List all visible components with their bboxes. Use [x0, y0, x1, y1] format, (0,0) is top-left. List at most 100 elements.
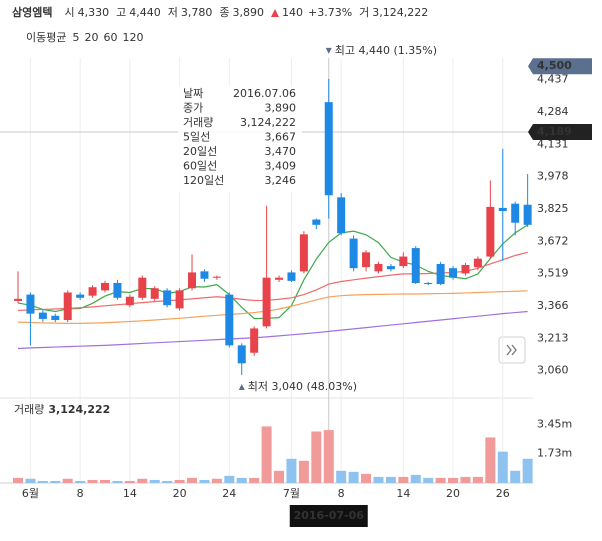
field-label: 거 [359, 6, 369, 19]
volume-bar [510, 470, 521, 483]
candle-body [163, 290, 172, 306]
legend-entry: 60 [103, 31, 117, 44]
crosshair-price-label: 4,189 [537, 125, 572, 138]
candle-body [362, 252, 371, 268]
volume-bar [497, 451, 508, 483]
volume-bar [87, 479, 98, 483]
candle-body [386, 266, 395, 270]
legend-entry: 5 [72, 31, 79, 44]
volume-bar [448, 477, 459, 483]
tooltip-label: 20일선 [183, 144, 217, 158]
min-marker [238, 383, 245, 390]
volume-bar [249, 477, 260, 483]
volume-bar [224, 475, 235, 483]
candle-body [188, 272, 197, 289]
candle-body [76, 294, 85, 298]
x-tick-label: 20 [446, 487, 460, 500]
candle-body [523, 204, 532, 225]
candle-body [424, 282, 433, 285]
field-value: 4,330 [78, 6, 110, 19]
volume-bar [211, 478, 222, 483]
candle-body [436, 263, 445, 285]
candle-body [175, 290, 184, 309]
candle-body [262, 277, 271, 327]
candle-body [51, 315, 60, 320]
candle-body [38, 312, 47, 319]
x-tick-label: 26 [496, 487, 510, 500]
chevron [506, 344, 512, 356]
x-tick-label: 6월 [22, 487, 39, 500]
expand-button[interactable] [498, 336, 526, 364]
tooltip-value: 2016.07.06 [233, 87, 296, 100]
legend-entry: 20 [84, 31, 98, 44]
tooltip-label: 120일선 [183, 173, 224, 187]
volume-bar [162, 480, 173, 483]
volume-bar [460, 476, 471, 483]
candle-body [324, 102, 333, 196]
price-marker-label: 4,500 [537, 59, 572, 72]
candle-body [88, 287, 97, 296]
y-tick-label: 4,284 [537, 105, 569, 118]
volume-bar [348, 471, 359, 483]
chevron [511, 344, 517, 356]
candle-body [449, 268, 458, 278]
volume-bar [25, 478, 36, 483]
x-tick-label: 8 [77, 487, 84, 500]
y-tick-label: 3,060 [537, 364, 569, 377]
y-tick-label: 3,672 [537, 234, 569, 247]
candle-body [125, 296, 134, 306]
candle-body [486, 206, 495, 257]
candle-body [312, 219, 321, 225]
field-label: 고 [116, 6, 126, 19]
ma-legend-title: 이동평균 [26, 31, 66, 44]
candle-body [349, 238, 358, 269]
button-frame[interactable] [498, 336, 526, 364]
tooltip-label: 5일선 [183, 130, 210, 144]
volume-bar [137, 478, 148, 483]
tooltip-label: 날짜 [183, 87, 203, 100]
volume-bar [398, 476, 409, 483]
tooltip-value: 3,667 [265, 131, 297, 144]
tooltip-label: 60일선 [183, 159, 217, 173]
x-tick-label: 14 [123, 487, 137, 500]
tooltip-label: 종가 [183, 102, 203, 115]
volume-bar [13, 477, 23, 483]
field-label: 종 [219, 6, 229, 19]
field-value: 3,780 [181, 6, 213, 19]
volume-bar [311, 431, 322, 483]
stock-name: 삼영엠텍 [12, 5, 52, 19]
candle-body [374, 263, 383, 272]
candle-body [200, 271, 209, 279]
candle-body [498, 207, 507, 212]
volume-bar [435, 477, 446, 483]
x-tick-label: 20 [173, 487, 187, 500]
ma-line [17, 310, 528, 350]
volume-bar [423, 477, 434, 483]
volume-bar [373, 476, 384, 483]
candle-body [150, 288, 159, 299]
volume-bar [410, 474, 421, 483]
crosshair-date-badge [289, 505, 368, 527]
volume-bar [522, 458, 533, 483]
candle-body [63, 292, 72, 320]
x-tick-label: 14 [396, 487, 410, 500]
volume-bar [112, 480, 123, 483]
volume-bar [385, 476, 396, 483]
tooltip-label: 거래량 [183, 116, 213, 129]
price-marker-badge [528, 58, 592, 75]
tooltip-value: 3,124,222 [240, 116, 296, 129]
candle-body [113, 282, 122, 298]
candle-body [287, 272, 296, 281]
candle-body [337, 197, 346, 234]
y-tick-label: 4,131 [537, 137, 569, 150]
candle-body [399, 256, 408, 267]
volume-bar [361, 473, 372, 483]
x-tick-label: 7월 [283, 487, 300, 500]
tooltip-value: 3,246 [265, 174, 297, 187]
y-tick-label: 4,437 [537, 73, 569, 86]
field-value: 4,440 [129, 6, 161, 19]
volume-title: 거래량 [14, 403, 44, 416]
x-tick-label: 8 [338, 487, 345, 500]
candle-body [411, 248, 420, 283]
